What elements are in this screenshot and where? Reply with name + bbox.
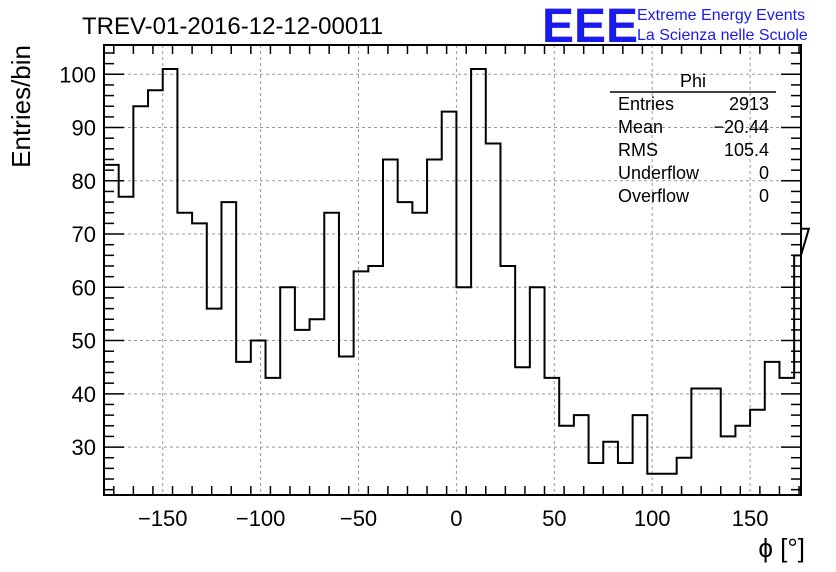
stats-label: Mean: [618, 117, 663, 137]
stats-box: Phi Entries 2913 Mean −20.44 RMS 105.4 Underfl…: [610, 71, 776, 206]
y-tick-label: 100: [59, 62, 96, 87]
stats-value: −20.44: [713, 117, 769, 137]
y-tick-label: 30: [72, 435, 96, 460]
plot-frame: [103, 44, 802, 496]
stats-name: Phi: [680, 71, 706, 91]
chart-title: TREV-01-2016-12-12-00011: [82, 13, 383, 40]
y-tick-label: 50: [72, 329, 96, 354]
x-tick-label: 50: [542, 506, 566, 531]
x-tick-labels: −150 −100 −50 0 50 100 150: [138, 506, 769, 531]
logo-line-1: Extreme Energy Events: [637, 7, 805, 24]
x-tick-label: 150: [732, 506, 769, 531]
y-tick-label: 80: [72, 169, 96, 194]
stats-value: 105.4: [724, 140, 769, 160]
y-tick-label: 90: [72, 116, 96, 141]
stats-label: Underflow: [618, 163, 700, 183]
stats-label: Entries: [618, 94, 674, 114]
x-tick-label: −150: [138, 506, 188, 531]
x-tick-label: −50: [340, 506, 377, 531]
stats-rows: Entries 2913 Mean −20.44 RMS 105.4 Underflow 0 O…: [618, 94, 769, 206]
stats-label: RMS: [618, 140, 658, 160]
x-axis-title: ϕ [°]: [758, 533, 805, 563]
logo-line-2: La Scienza nelle Scuole: [637, 27, 808, 44]
stats-label: Overflow: [618, 186, 690, 206]
stats-value: 0: [759, 186, 769, 206]
stats-value: 2913: [729, 94, 769, 114]
y-tick-label: 40: [72, 382, 96, 407]
axis-ticks: [104, 45, 801, 495]
y-tick-label: 70: [72, 222, 96, 247]
stats-value: 0: [759, 163, 769, 183]
eee-logo: EEE Extreme Energy Events La Scienza nel…: [542, 0, 808, 53]
histogram-outline: [104, 67, 811, 475]
y-tick-labels: 30 40 50 60 70 80 90 100: [59, 62, 96, 460]
x-tick-label: 100: [634, 506, 671, 531]
y-tick-label: 60: [72, 275, 96, 300]
y-axis-title: Entries/bin: [6, 45, 36, 168]
x-tick-label: 0: [450, 506, 462, 531]
x-tick-label: −100: [236, 506, 286, 531]
grid-lines: [104, 45, 801, 495]
